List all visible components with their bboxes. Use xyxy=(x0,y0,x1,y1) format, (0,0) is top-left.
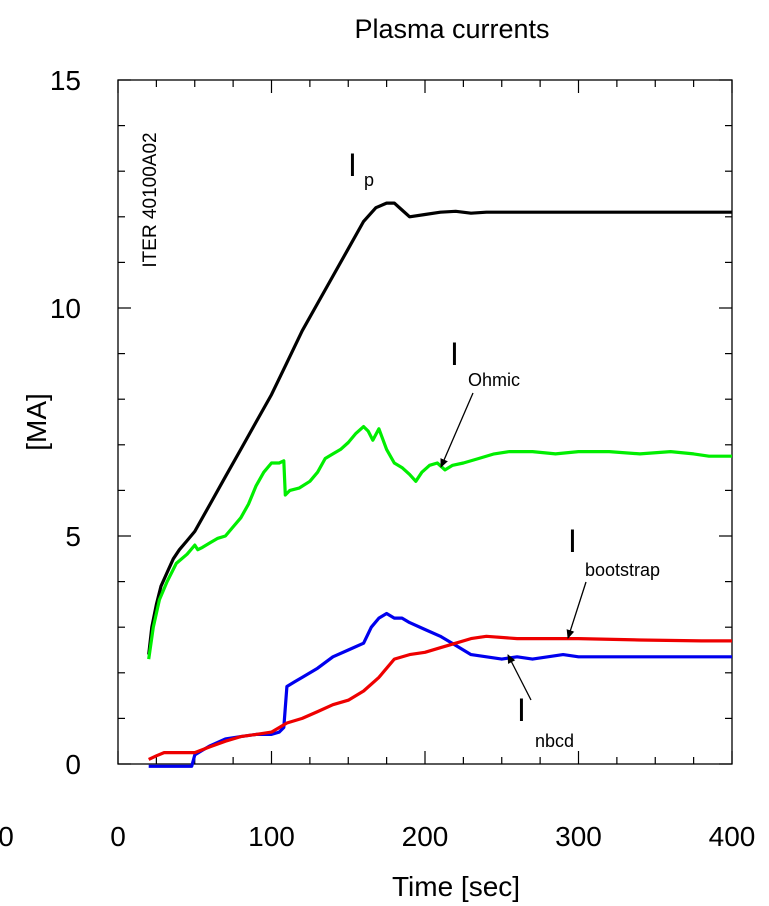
side-annotation: ITER 40100A02 xyxy=(140,132,161,267)
y-axis-label: [MA] xyxy=(21,393,52,451)
y-tick-labels: 0 5 10 15 xyxy=(50,65,81,780)
series-line-inbcd xyxy=(148,611,732,768)
arrow-iohmic xyxy=(440,392,474,468)
plot-frame xyxy=(117,79,733,765)
label-inbcd: I nbcd xyxy=(517,692,574,751)
y-tick-label: 5 xyxy=(65,521,81,552)
series-line-ibootstrap xyxy=(148,634,732,761)
series-line-ip xyxy=(147,201,732,655)
label-ip-sub: p xyxy=(364,170,374,190)
label-ip-main: I xyxy=(348,147,357,183)
x-tick-labels: 0 100 200 300 400 xyxy=(110,821,755,852)
chart-title: Plasma currents xyxy=(354,14,549,44)
arrow-inbcd xyxy=(507,654,532,701)
label-inbcd-main: I xyxy=(517,692,526,728)
label-ibootstrap-sub: bootstrap xyxy=(585,560,660,580)
y-tick-label: 10 xyxy=(50,293,81,324)
x-axis-label: Time [sec] xyxy=(392,871,520,902)
x-tick-label: 300 xyxy=(555,821,602,852)
axis-ticks xyxy=(117,79,733,765)
label-ibootstrap-main: I xyxy=(568,523,577,559)
label-ibootstrap: I bootstrap xyxy=(568,523,660,580)
series-line-iohmic xyxy=(147,425,732,660)
label-ip: I p xyxy=(348,147,374,190)
y-tick-label: 15 xyxy=(50,65,81,96)
arrow-ibootstrap xyxy=(566,581,587,639)
x-tick-label: 0 xyxy=(110,821,126,852)
series-lines xyxy=(147,201,732,768)
outside-left-label: 0 xyxy=(0,821,14,852)
x-tick-label: 100 xyxy=(248,821,295,852)
x-tick-label: 200 xyxy=(402,821,449,852)
label-iohmic-main: I xyxy=(450,336,459,372)
label-iohmic: I Ohmic xyxy=(450,336,520,390)
label-inbcd-sub: nbcd xyxy=(535,731,574,751)
x-tick-label: 400 xyxy=(709,821,756,852)
label-iohmic-sub: Ohmic xyxy=(468,370,520,390)
y-tick-label: 0 xyxy=(65,749,81,780)
